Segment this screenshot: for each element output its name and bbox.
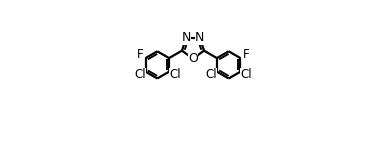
- Text: Cl: Cl: [240, 68, 252, 81]
- Text: N: N: [181, 31, 191, 44]
- Text: Cl: Cl: [205, 68, 217, 81]
- Text: F: F: [243, 48, 249, 61]
- Text: Cl: Cl: [169, 68, 181, 81]
- Text: F: F: [137, 48, 143, 61]
- Text: O: O: [188, 52, 198, 65]
- Text: N: N: [195, 31, 205, 44]
- Text: Cl: Cl: [134, 68, 146, 81]
